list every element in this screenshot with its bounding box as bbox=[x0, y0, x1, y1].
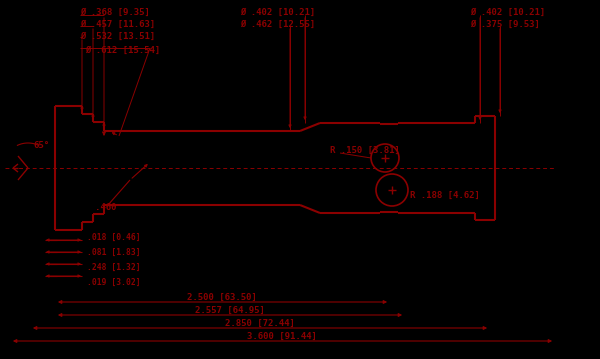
Text: .460: .460 bbox=[95, 204, 116, 213]
Text: Ø .368 [9.35]: Ø .368 [9.35] bbox=[80, 8, 150, 17]
Text: 2.557 [64.95]: 2.557 [64.95] bbox=[195, 306, 265, 314]
Text: .018 [0.46]: .018 [0.46] bbox=[87, 233, 140, 242]
Text: Ø .462 [12.55]: Ø .462 [12.55] bbox=[240, 19, 315, 28]
Text: Ø .612 [15.54]: Ø .612 [15.54] bbox=[85, 46, 160, 55]
Text: Ø .375 [9.53]: Ø .375 [9.53] bbox=[470, 19, 540, 28]
Text: 3.600 [91.44]: 3.600 [91.44] bbox=[247, 331, 317, 340]
Text: Ø .532 [13.51]: Ø .532 [13.51] bbox=[80, 32, 155, 41]
Text: .248 [1.32]: .248 [1.32] bbox=[87, 262, 140, 271]
Text: .019 [3.02]: .019 [3.02] bbox=[87, 278, 140, 286]
Text: R .188 [4.62]: R .188 [4.62] bbox=[410, 191, 480, 200]
Text: R .150 [3.81]: R .150 [3.81] bbox=[330, 145, 400, 154]
Text: Ø .402 [10.21]: Ø .402 [10.21] bbox=[470, 8, 545, 17]
Text: Ø .457 [11.63]: Ø .457 [11.63] bbox=[80, 19, 155, 28]
Text: 2.500 [63.50]: 2.500 [63.50] bbox=[187, 293, 257, 302]
Text: .081 [1.83]: .081 [1.83] bbox=[87, 247, 140, 256]
Text: Ø .402 [10.21]: Ø .402 [10.21] bbox=[240, 8, 315, 17]
Text: 2.850 [72.44]: 2.850 [72.44] bbox=[225, 318, 295, 327]
Text: 65°: 65° bbox=[33, 141, 49, 150]
